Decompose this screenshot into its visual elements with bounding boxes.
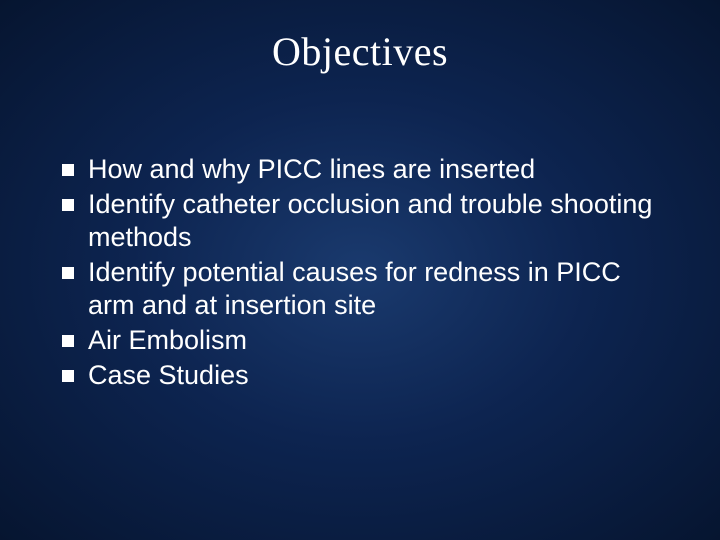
bullet-text: Identify catheter occlusion and trouble … (88, 188, 670, 254)
slide: Objectives How and why PICC lines are in… (0, 0, 720, 540)
square-bullet-icon (62, 267, 74, 279)
bullet-list: How and why PICC lines are inserted Iden… (50, 153, 670, 392)
bullet-text: Case Studies (88, 359, 670, 392)
square-bullet-icon (62, 164, 74, 176)
list-item: How and why PICC lines are inserted (62, 153, 670, 186)
bullet-text: How and why PICC lines are inserted (88, 153, 670, 186)
list-item: Case Studies (62, 359, 670, 392)
list-item: Identify catheter occlusion and trouble … (62, 188, 670, 254)
square-bullet-icon (62, 199, 74, 211)
square-bullet-icon (62, 370, 74, 382)
bullet-text: Identify potential causes for redness in… (88, 256, 670, 322)
bullet-text: Air Embolism (88, 324, 670, 357)
square-bullet-icon (62, 335, 74, 347)
list-item: Air Embolism (62, 324, 670, 357)
list-item: Identify potential causes for redness in… (62, 256, 670, 322)
slide-title: Objectives (50, 28, 670, 75)
